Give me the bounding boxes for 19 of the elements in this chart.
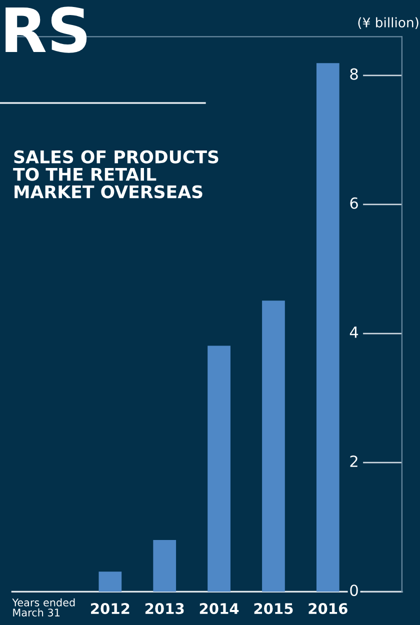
y-axis-title: (¥ billion) xyxy=(358,17,418,30)
x-tick-label: 2013 xyxy=(145,603,184,614)
x-tick-label: 2012 xyxy=(91,603,130,614)
x-axis-title: Years ended March 31 xyxy=(12,598,75,616)
bar xyxy=(153,540,176,592)
bar xyxy=(208,346,230,592)
y-tick-label: 4 xyxy=(350,326,358,338)
y-tick-label: 0 xyxy=(350,584,358,596)
x-tick-label: 2015 xyxy=(254,603,293,614)
y-tick-label: 6 xyxy=(350,197,358,209)
x-tick-label: 2016 xyxy=(308,603,348,614)
text: SALES OF PRODUCTS TO THE RETAIL MARKET OVERSEAS xyxy=(13,150,218,198)
bar xyxy=(316,63,340,592)
y-tick-label: 8 xyxy=(350,68,358,80)
x-tick-label: 2014 xyxy=(200,603,239,614)
bar xyxy=(98,572,122,592)
annotation: RS xyxy=(6,6,87,53)
bar xyxy=(262,300,285,592)
y-tick-label: 2 xyxy=(350,455,358,467)
